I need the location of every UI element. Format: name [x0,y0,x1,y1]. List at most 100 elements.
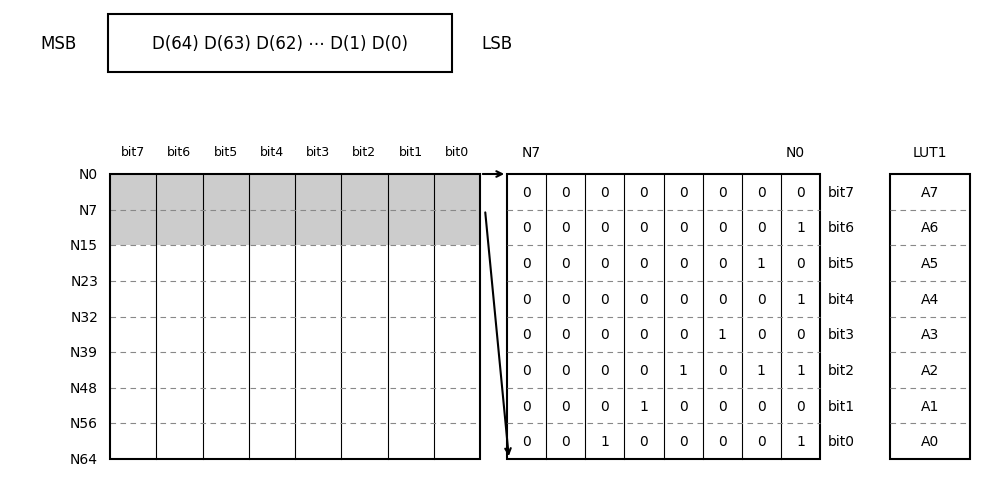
Text: 0: 0 [679,328,687,342]
Text: 0: 0 [600,221,609,235]
Text: 0: 0 [796,399,805,413]
Text: 0: 0 [640,257,648,271]
Text: A4: A4 [921,292,939,306]
Text: MSB: MSB [40,35,76,53]
Text: 0: 0 [600,328,609,342]
Text: 0: 0 [757,292,766,306]
Text: 0: 0 [796,185,805,199]
Text: bit4: bit4 [828,292,855,306]
Text: 0: 0 [757,185,766,199]
Text: 0: 0 [561,399,570,413]
Text: 1: 1 [757,363,766,377]
Text: 0: 0 [561,328,570,342]
Text: 1: 1 [679,363,688,377]
Text: 0: 0 [679,257,687,271]
Text: 0: 0 [561,185,570,199]
Text: 0: 0 [679,292,687,306]
Text: LUT1: LUT1 [913,146,947,160]
Text: 0: 0 [640,363,648,377]
Text: 1: 1 [796,292,805,306]
Text: 0: 0 [757,328,766,342]
Text: 0: 0 [718,363,727,377]
Text: 0: 0 [600,185,609,199]
Text: N32: N32 [70,310,98,324]
Text: bit0: bit0 [445,146,469,159]
Text: N0: N0 [79,167,98,182]
Text: 0: 0 [522,257,531,271]
Text: 0: 0 [600,399,609,413]
Text: bit3: bit3 [306,146,330,159]
Text: 0: 0 [640,185,648,199]
Text: bit6: bit6 [167,146,191,159]
Text: 1: 1 [757,257,766,271]
Text: N0: N0 [786,146,805,160]
Text: bit6: bit6 [828,221,855,235]
Text: 0: 0 [561,257,570,271]
Text: LSB: LSB [481,35,513,53]
Text: A1: A1 [921,399,939,413]
Text: 0: 0 [718,434,727,448]
Text: bit5: bit5 [828,257,855,271]
Text: 1: 1 [718,328,727,342]
Text: A7: A7 [921,185,939,199]
Bar [507,175,820,459]
Text: N23: N23 [70,274,98,288]
Text: 0: 0 [640,328,648,342]
Text: A3: A3 [921,328,939,342]
Text: 0: 0 [640,434,648,448]
Text: bit2: bit2 [828,363,855,377]
Text: N48: N48 [70,381,98,395]
Text: N56: N56 [70,417,98,430]
Text: bit7: bit7 [828,185,855,199]
Text: N15: N15 [70,239,98,253]
Text: N39: N39 [70,346,98,360]
Text: 0: 0 [679,434,687,448]
Text: 1: 1 [796,221,805,235]
Text: bit4: bit4 [260,146,284,159]
Text: 1: 1 [796,434,805,448]
Text: 0: 0 [679,399,687,413]
Text: N7: N7 [79,203,98,217]
Text: N7: N7 [522,146,541,160]
Text: 1: 1 [600,434,609,448]
Text: 0: 0 [561,292,570,306]
Text: 0: 0 [640,292,648,306]
Bar [110,175,480,210]
Text: 1: 1 [640,399,648,413]
Text: 0: 0 [640,221,648,235]
Text: D(64) D(63) D(62) ⋯ D(1) D(0): D(64) D(63) D(62) ⋯ D(1) D(0) [152,35,408,53]
Text: A0: A0 [921,434,939,448]
Text: 0: 0 [522,363,531,377]
Text: 0: 0 [679,221,687,235]
Text: 0: 0 [600,257,609,271]
Text: bit3: bit3 [828,328,855,342]
Text: 1: 1 [796,363,805,377]
Text: 0: 0 [796,328,805,342]
Text: 0: 0 [522,399,531,413]
Text: 0: 0 [757,399,766,413]
Text: A5: A5 [921,257,939,271]
Text: bit0: bit0 [828,434,855,448]
Text: N64: N64 [70,452,98,466]
Text: 0: 0 [522,221,531,235]
Text: bit1: bit1 [828,399,855,413]
Text: 0: 0 [522,434,531,448]
Bar [108,15,452,73]
Text: bit2: bit2 [352,146,376,159]
Bar [110,210,480,246]
Text: bit7: bit7 [121,146,145,159]
Text: 0: 0 [718,257,727,271]
Text: 0: 0 [522,328,531,342]
Text: 0: 0 [561,221,570,235]
Bar [110,175,480,459]
Text: 0: 0 [600,292,609,306]
Text: A6: A6 [921,221,939,235]
Text: bit1: bit1 [399,146,423,159]
Text: 0: 0 [679,185,687,199]
Text: bit5: bit5 [214,146,238,159]
Text: 0: 0 [757,434,766,448]
Text: 0: 0 [561,363,570,377]
Text: A2: A2 [921,363,939,377]
Text: 0: 0 [718,399,727,413]
Text: 0: 0 [718,292,727,306]
